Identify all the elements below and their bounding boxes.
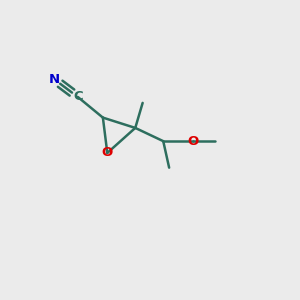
Text: N: N <box>49 73 60 86</box>
Text: O: O <box>187 135 198 148</box>
Text: C: C <box>73 91 83 103</box>
Text: O: O <box>102 146 113 159</box>
